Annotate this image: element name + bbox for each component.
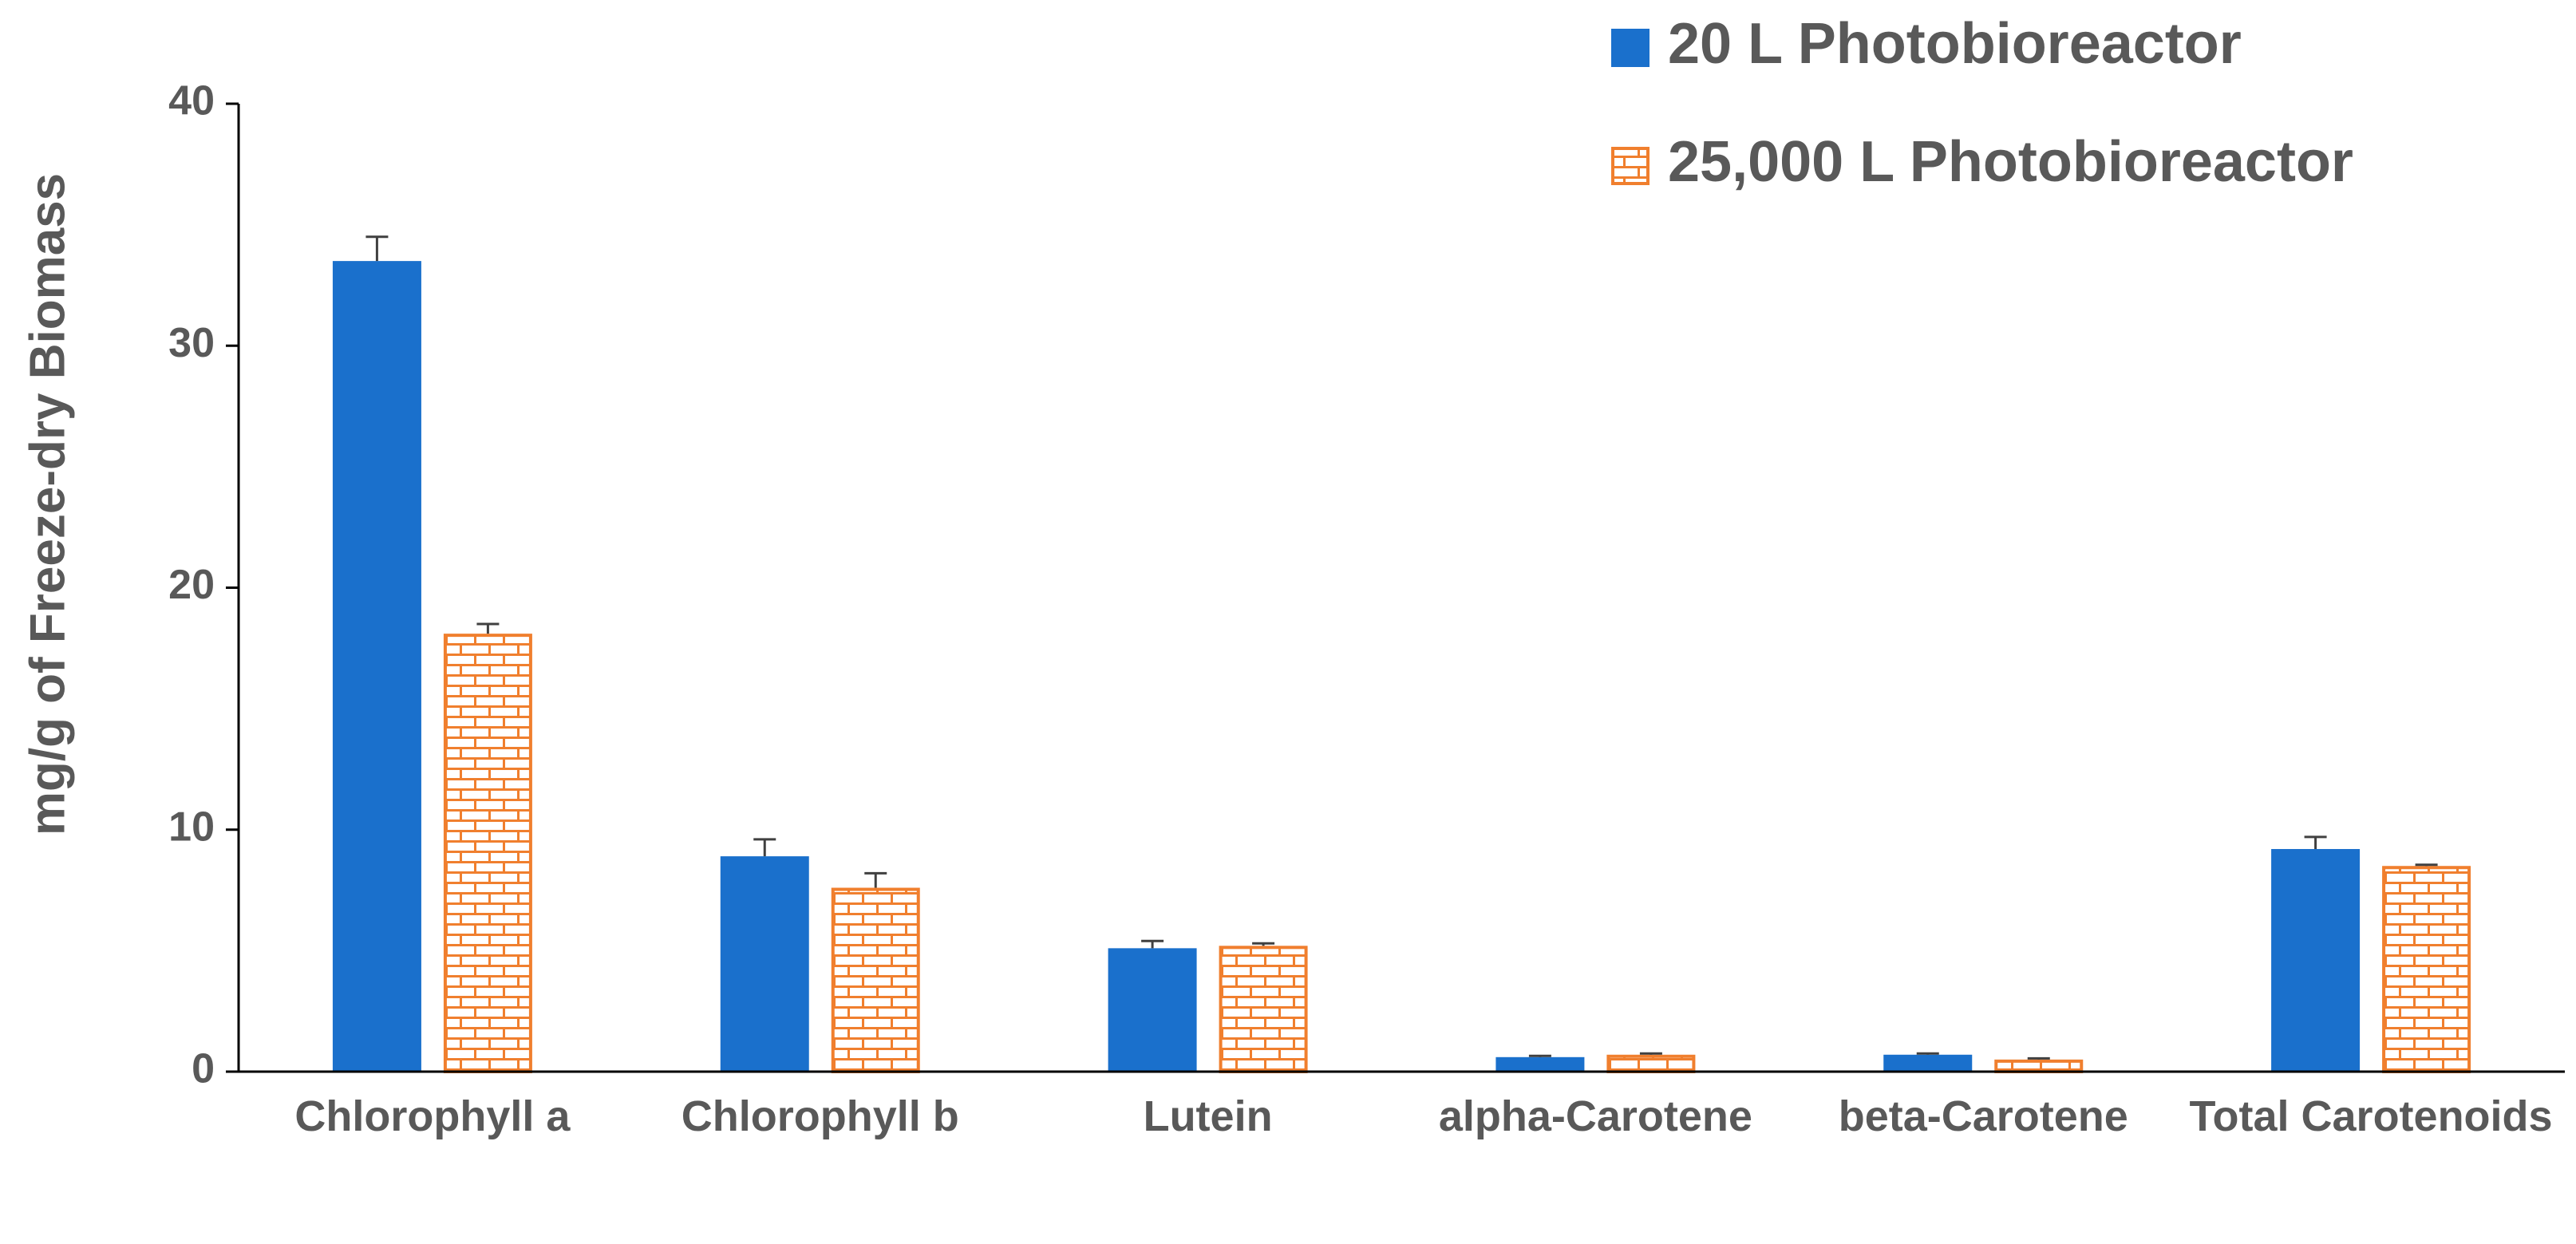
- legend-swatch: [1611, 147, 1650, 185]
- bar: [1994, 1059, 2084, 1074]
- error-bar: [365, 235, 389, 262]
- error-bar: [1528, 1054, 1551, 1057]
- y-tick-label: 10: [168, 804, 215, 850]
- bar: [1219, 946, 1308, 1074]
- error-bar: [2304, 835, 2327, 850]
- legend-label: 25,000 L Photobioreactor: [1668, 130, 2353, 194]
- y-tick-label: 0: [192, 1046, 215, 1092]
- bar: [2271, 849, 2361, 1072]
- legend-swatch: [1611, 29, 1650, 67]
- bar: [1495, 1056, 1585, 1072]
- y-axis-label: mg/g of Freeze-dry Biomass: [20, 173, 75, 835]
- bar: [332, 261, 421, 1072]
- bar: [443, 634, 532, 1073]
- x-tick-label: Total Carotenoids: [2189, 1092, 2553, 1140]
- bar: [1883, 1054, 1973, 1072]
- error-bar: [2415, 863, 2438, 867]
- legend-label: 20 L Photobioreactor: [1668, 12, 2242, 76]
- error-bar: [476, 622, 500, 634]
- x-tick-label: Chlorophyll b: [681, 1092, 959, 1140]
- error-bar: [864, 871, 887, 888]
- bar: [1108, 948, 1197, 1072]
- x-tick-label: Chlorophyll a: [294, 1092, 571, 1140]
- bar: [720, 856, 809, 1072]
- x-tick-label: alpha-Carotene: [1438, 1092, 1752, 1140]
- error-bar: [1141, 939, 1164, 949]
- error-bar: [1639, 1052, 1662, 1055]
- error-bar: [1916, 1052, 1939, 1055]
- error-bar: [1252, 942, 1275, 946]
- bar: [2382, 866, 2471, 1074]
- bar: [1606, 1054, 1696, 1073]
- error-bar: [753, 838, 776, 857]
- y-tick-label: 20: [168, 562, 215, 608]
- x-tick-label: beta-Carotene: [1838, 1092, 2128, 1140]
- error-bar: [2027, 1056, 2050, 1060]
- bar: [831, 887, 920, 1074]
- y-tick-label: 40: [168, 78, 215, 124]
- y-tick-label: 30: [168, 320, 215, 366]
- x-tick-label: Lutein: [1143, 1092, 1273, 1140]
